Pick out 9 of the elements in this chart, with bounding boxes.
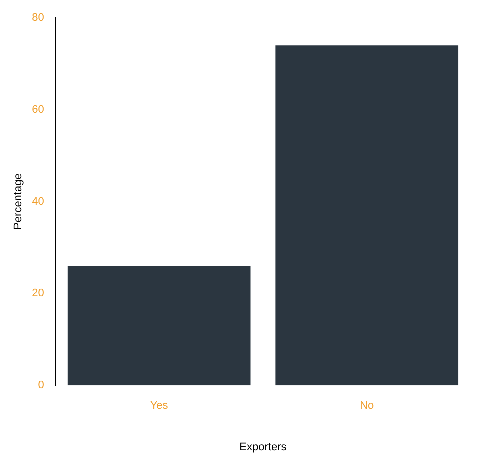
x-axis-title: Exporters [240,441,288,454]
y-tick-label: 40 [32,196,44,208]
y-tick-label: 60 [32,104,44,116]
x-tick-label: No [360,400,374,412]
y-tick-label: 0 [38,380,44,392]
x-tick-label: Yes [150,400,169,412]
y-tick-label: 80 [32,12,44,24]
y-axis-title: Percentage [12,174,25,230]
y-tick-label: 20 [32,288,44,300]
